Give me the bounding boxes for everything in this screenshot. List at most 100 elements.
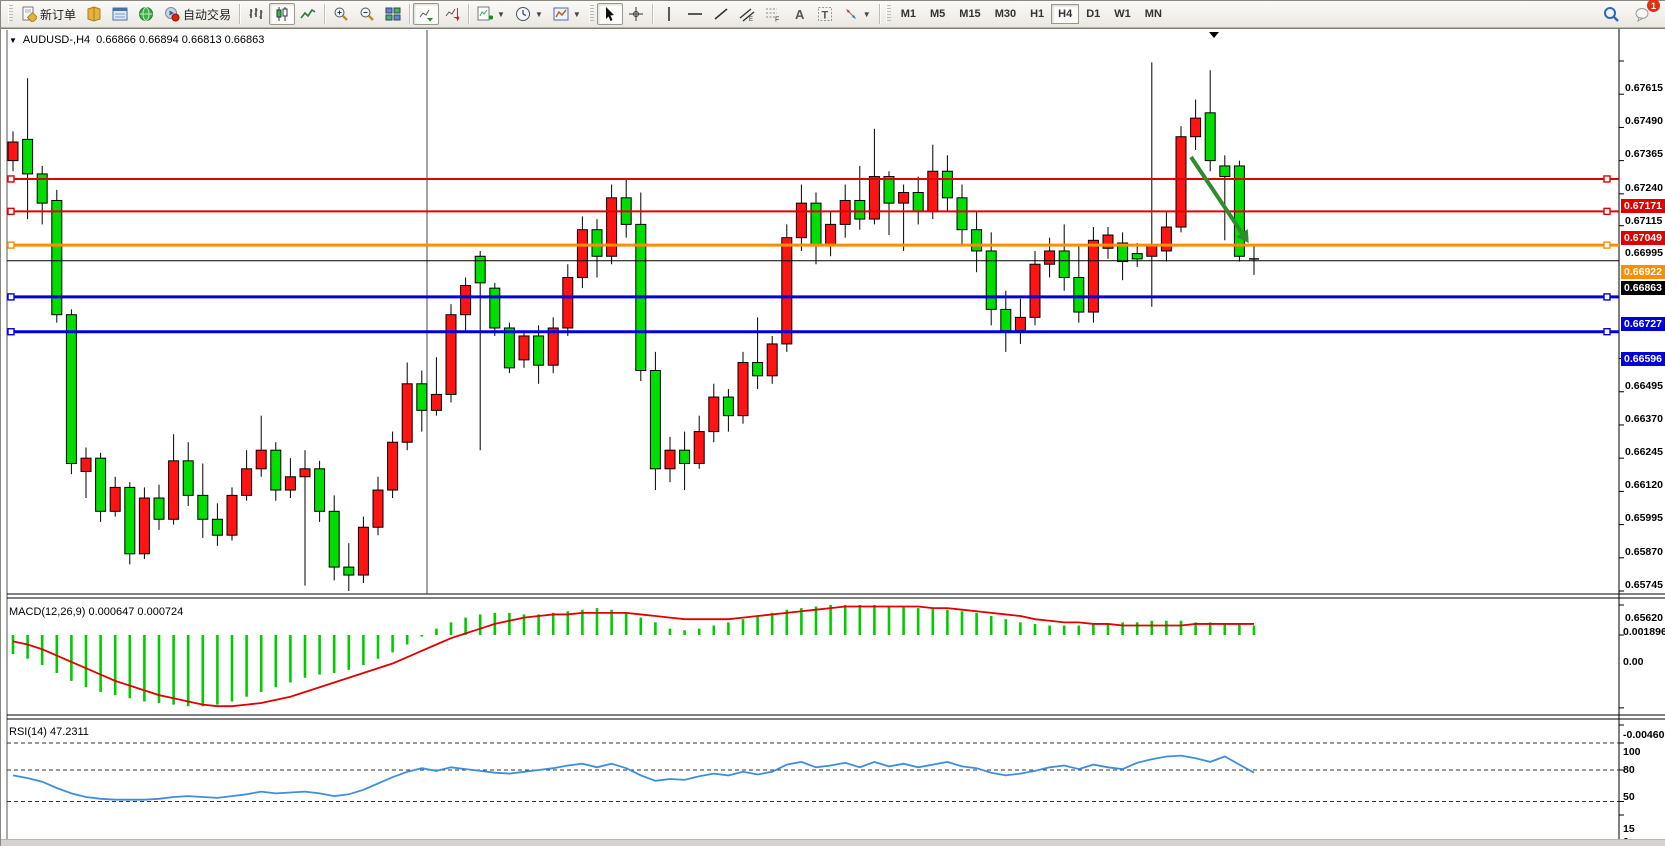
candlestick-button[interactable] — [269, 3, 296, 25]
candle — [781, 237, 793, 345]
rsi-indicator-label: RSI(14) 47.2311 — [9, 726, 89, 738]
text-label-button[interactable]: T — [812, 3, 838, 25]
arrow-annotation[interactable] — [1189, 155, 1244, 235]
timeframe-button-h1[interactable]: H1 — [1030, 8, 1045, 20]
candle — [722, 396, 734, 417]
toolbar-grip[interactable] — [885, 5, 891, 23]
templates-button[interactable]: ▼ — [548, 3, 586, 25]
candle — [226, 494, 238, 536]
candle — [1029, 263, 1041, 318]
auto-scroll-button[interactable] — [413, 3, 440, 25]
timeframe-button-m15[interactable]: M15 — [959, 8, 981, 20]
pivot-line-anchor[interactable] — [7, 241, 15, 249]
resistance-line-1-anchor[interactable] — [1603, 175, 1611, 183]
candle — [95, 457, 107, 512]
timeframe-button-m5[interactable]: M5 — [930, 8, 946, 20]
pivot-line-anchor[interactable] — [1603, 241, 1611, 249]
toolbar-grip[interactable] — [8, 5, 13, 23]
timeframe-button-mn[interactable]: MN — [1144, 8, 1162, 20]
candle — [708, 396, 720, 433]
candle — [854, 199, 866, 220]
crosshair-button[interactable] — [623, 3, 649, 25]
symbol-title: ▼ AUDUSD-,H4 0.66866 0.66894 0.66813 0.6… — [9, 34, 264, 46]
bottom-scroll-strip[interactable] — [1, 839, 1665, 846]
tiles-icon — [385, 6, 401, 22]
candle — [868, 176, 880, 220]
candle — [460, 284, 472, 316]
chevron-down-icon[interactable]: ▼ — [534, 9, 543, 19]
support-line-2-anchor[interactable] — [1603, 328, 1611, 336]
zoom-in-button[interactable] — [328, 3, 354, 25]
channel-button[interactable]: E — [734, 3, 760, 25]
chart-canvas[interactable] — [1, 29, 1665, 846]
chevron-down-icon[interactable]: ▼ — [497, 9, 505, 19]
book-icon — [86, 6, 102, 22]
support-line-2-anchor[interactable] — [7, 328, 15, 336]
candle — [401, 383, 413, 443]
chevron-down-icon[interactable]: ▼ — [862, 9, 871, 19]
new-order-button[interactable]: 新订单 — [16, 3, 81, 25]
candle — [387, 441, 399, 491]
rsi-line — [12, 754, 1255, 801]
bar-chart-button[interactable] — [243, 3, 269, 25]
autotrade-icon — [164, 6, 180, 22]
price-badge: 0.66727 — [1621, 316, 1665, 331]
candle — [255, 449, 267, 470]
candle — [1146, 245, 1158, 257]
text-button[interactable]: A — [786, 3, 812, 25]
timeframe-button-m30[interactable]: M30 — [994, 8, 1017, 20]
cursor-button[interactable] — [596, 3, 623, 25]
labelT-icon: T — [817, 6, 833, 22]
price-axis-label: 0.65620 — [1625, 612, 1663, 624]
candle — [182, 460, 194, 496]
chart-window[interactable]: ▼ AUDUSD-,H4 0.66866 0.66894 0.66813 0.6… — [1, 28, 1665, 846]
candle — [562, 277, 574, 329]
candle — [1044, 250, 1056, 265]
candle — [51, 199, 63, 316]
autotrade-button[interactable]: 自动交易 — [159, 3, 236, 25]
market-watch-button[interactable] — [81, 3, 107, 25]
zoom-out-button[interactable] — [354, 3, 380, 25]
periods-button[interactable]: ▼ — [510, 3, 548, 25]
support-line-1-anchor[interactable] — [1603, 293, 1611, 301]
search-button[interactable] — [1598, 3, 1624, 25]
chart-background[interactable] — [7, 30, 1619, 840]
vertical-line-button[interactable] — [656, 3, 682, 25]
svg-text:F: F — [775, 17, 779, 23]
tile-windows-button[interactable] — [380, 3, 406, 25]
price-axis-label: 0.67615 — [1625, 82, 1663, 94]
chevron-down-icon[interactable]: ▼ — [572, 9, 581, 19]
notifications-button[interactable]: 1 — [1630, 0, 1660, 25]
fibonacci-button[interactable]: F — [760, 3, 786, 25]
price-axis-label: 0.67115 — [1625, 214, 1663, 227]
candle — [825, 223, 837, 247]
candle — [1117, 242, 1129, 263]
candle — [547, 327, 559, 366]
toolbar-grip[interactable] — [588, 5, 594, 23]
support-line-1-anchor[interactable] — [7, 293, 15, 301]
resistance-line-1-anchor[interactable] — [7, 175, 15, 183]
arrows-button[interactable]: ▼ — [838, 3, 876, 25]
candle — [1087, 239, 1099, 313]
hline-icon — [687, 6, 703, 22]
timeframe-button-w1[interactable]: W1 — [1114, 8, 1131, 20]
timeframe-button-d1[interactable]: D1 — [1086, 8, 1101, 20]
line-chart-button[interactable] — [295, 3, 321, 25]
timeframe-button-h4[interactable]: H4 — [1051, 4, 1080, 24]
trendline-button[interactable] — [708, 3, 734, 25]
chat-icon — [1635, 6, 1651, 22]
navigator-button[interactable] — [133, 3, 159, 25]
data-window-button[interactable] — [107, 3, 133, 25]
resistance-line-2-anchor[interactable] — [7, 207, 15, 216]
zoomin-icon — [333, 6, 349, 22]
indicator-icon — [477, 6, 494, 22]
indicators-button[interactable]: ▼ — [472, 3, 510, 25]
timeframe-button-m1[interactable]: M1 — [900, 8, 916, 20]
autotrade-button-label: 自动交易 — [183, 7, 232, 22]
candle — [1058, 250, 1070, 279]
chart-shift-button[interactable] — [439, 3, 465, 25]
horizontal-line-button[interactable] — [682, 3, 708, 25]
resistance-line-2-anchor[interactable] — [1603, 207, 1611, 216]
template-icon — [553, 6, 569, 22]
chevron-down-icon[interactable]: ▼ — [9, 35, 17, 45]
